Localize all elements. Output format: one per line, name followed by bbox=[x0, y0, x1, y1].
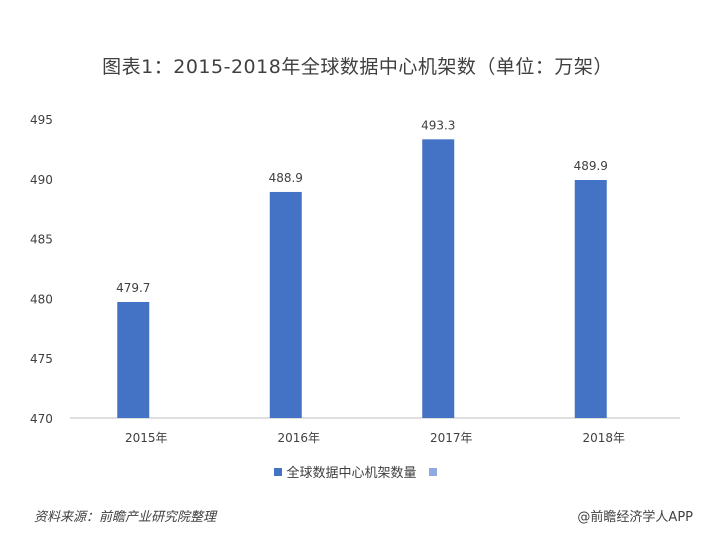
x-tick-label: 2016年 bbox=[277, 431, 320, 445]
x-tick-label: 2018年 bbox=[582, 431, 625, 445]
data-label: 493.3 bbox=[421, 118, 455, 132]
x-tick-label: 2017年 bbox=[430, 431, 473, 445]
x-tick-label: 2015年 bbox=[125, 431, 168, 445]
brand-credit: @前瞻经济学人APP bbox=[577, 510, 693, 525]
y-tick-label: 475 bbox=[30, 352, 53, 366]
y-tick-label: 495 bbox=[30, 113, 53, 127]
bar bbox=[117, 301, 150, 418]
bar bbox=[574, 179, 607, 418]
y-tick-label: 480 bbox=[30, 292, 53, 306]
data-label: 489.9 bbox=[574, 159, 608, 173]
y-tick-label: 490 bbox=[30, 173, 53, 187]
legend-label-series: 全球数据中心机架数量 bbox=[286, 466, 417, 481]
chart-legend: 全球数据中心机架数量 bbox=[0, 462, 715, 481]
bar bbox=[422, 139, 455, 418]
legend-swatch-series bbox=[274, 467, 283, 476]
y-tick-label: 470 bbox=[30, 412, 53, 426]
legend-item-extra bbox=[428, 467, 441, 476]
data-label: 479.7 bbox=[116, 281, 150, 295]
source-note: 资料来源：前瞻产业研究院整理 bbox=[34, 510, 217, 525]
legend-item-series: 全球数据中心机架数量 bbox=[274, 462, 417, 481]
chart-title: 图表1：2015-2018年全球数据中心机架数（单位：万架） bbox=[102, 56, 613, 78]
legend-swatch-extra bbox=[428, 467, 437, 476]
data-label: 488.9 bbox=[269, 171, 303, 185]
bar bbox=[269, 191, 302, 418]
y-tick-label: 485 bbox=[30, 233, 53, 247]
